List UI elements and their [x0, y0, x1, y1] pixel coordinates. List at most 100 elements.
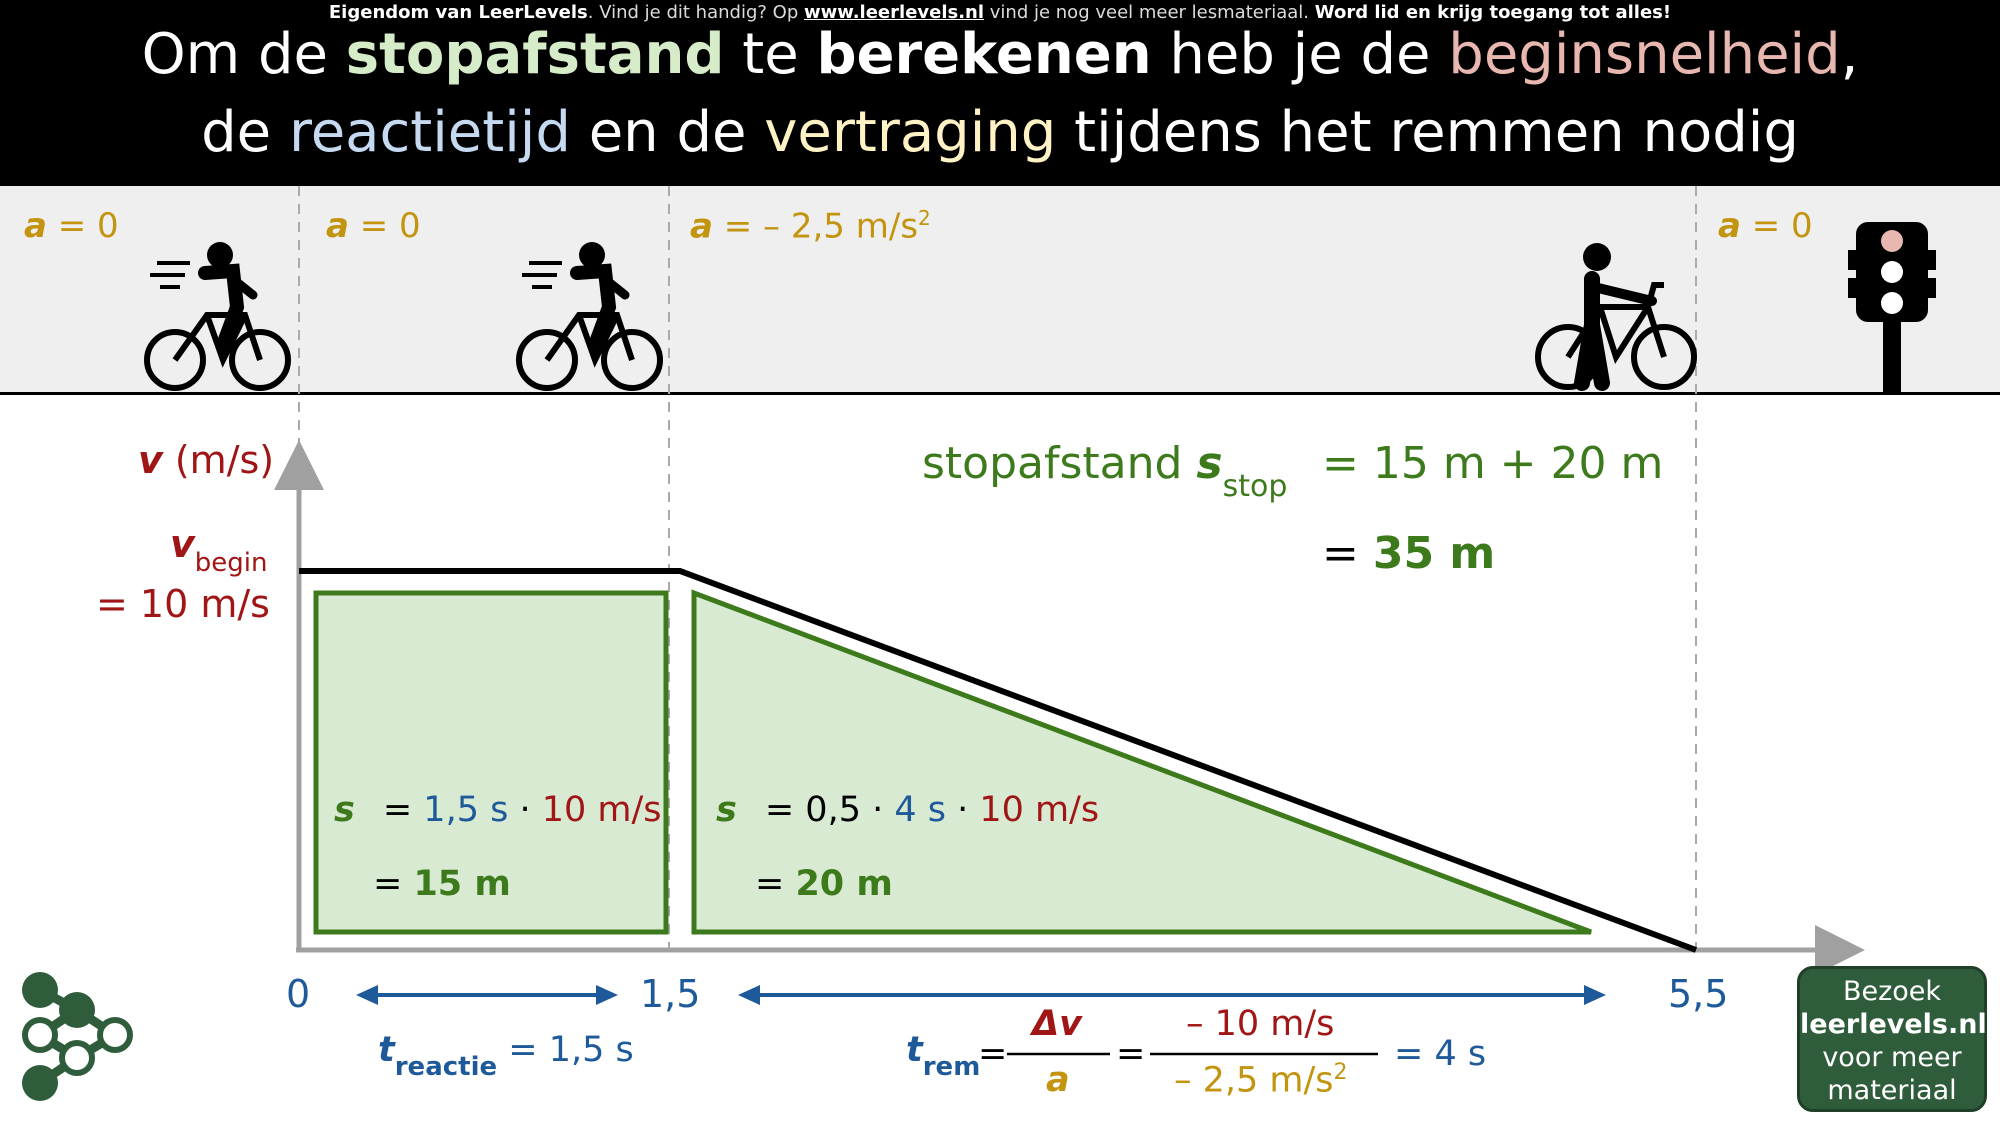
- y-axis-symbol: v: [138, 438, 163, 482]
- braking-time-label: trem: [906, 1030, 980, 1082]
- cyclist-moving-icon: [144, 242, 291, 391]
- t-reactie-value: = 1,5 s: [497, 1030, 634, 1070]
- visit-line-1: Bezoek: [1842, 976, 1942, 1007]
- rect-dot: ·: [508, 790, 542, 830]
- title-part: Om de: [141, 22, 346, 87]
- acc-value: = 0: [46, 206, 119, 246]
- rect-velocity: 10 m/s: [541, 790, 662, 830]
- braking-distance-formula: s = 0,5 · 4 s · 10 m/s: [716, 790, 1099, 830]
- cyclist-stopped-icon: [1535, 243, 1697, 391]
- note-cta: Word lid en krijg toegang tot alles!: [1314, 2, 1672, 23]
- title-part: en de: [570, 100, 765, 165]
- stop-label-text: stopafstand: [922, 438, 1197, 489]
- tri-time: 4 s: [894, 790, 946, 830]
- title-beginsnelheid: beginsnelheid: [1448, 22, 1841, 87]
- tri-result-value: 20 m: [795, 864, 893, 904]
- frac1-numerator: Δv: [1032, 1004, 1082, 1044]
- area-braking: [691, 589, 1592, 935]
- t-reactie-symbol: t: [378, 1030, 395, 1070]
- frac2-numerator: – 10 m/s: [1186, 1004, 1335, 1044]
- acceleration-label-1: a = 0: [24, 206, 119, 246]
- y-axis-label: v (m/s): [138, 438, 274, 482]
- y-axis-unit: (m/s): [162, 438, 275, 482]
- frac1-denominator: a: [1046, 1060, 1070, 1100]
- cyclist-moving-icon: [516, 242, 663, 391]
- acc-symbol: a: [24, 206, 47, 246]
- title-part: de: [201, 100, 289, 165]
- braking-time-result: = 4 s: [1394, 1034, 1487, 1074]
- title-line-2: de reactietijd en de vertraging tijdens …: [0, 100, 2000, 165]
- rect-s-symbol: s: [334, 790, 355, 830]
- tri-dot: ·: [945, 790, 980, 830]
- v-begin-label: vbegin: [170, 522, 268, 578]
- tri-eq-prefix: = 0,5 ·: [764, 790, 895, 830]
- title-berekenen: berekenen: [816, 22, 1152, 87]
- acc-value: = 0: [1740, 206, 1813, 246]
- tri-s-symbol: s: [716, 790, 737, 830]
- tri-result-eq: =: [755, 864, 796, 904]
- v-begin-subscript: begin: [194, 548, 268, 578]
- title-part: ,: [1840, 22, 1859, 87]
- title-line-1: Om de stopafstand te berekenen heb je de…: [0, 22, 2000, 87]
- acceleration-label-2: a = 0: [326, 206, 421, 246]
- reaction-time-label: treactie = 1,5 s: [378, 1030, 634, 1082]
- scene-strip: [0, 186, 2000, 395]
- x-tick-0: 0: [286, 972, 311, 1016]
- rect-result-eq: =: [373, 864, 414, 904]
- x-tick-5-5: 5,5: [1668, 972, 1729, 1016]
- stop-result-value: 35 m: [1372, 528, 1496, 579]
- acc-exponent: 2: [918, 206, 931, 230]
- header-banner: Eigendom van LeerLevels. Vind je dit han…: [0, 0, 2000, 186]
- title-part: heb je de: [1151, 22, 1449, 87]
- title-part: tijdens het remmen nodig: [1056, 100, 1799, 165]
- eq-sign-1: =: [978, 1034, 1008, 1074]
- visit-line-4: materiaal: [1827, 1075, 1957, 1106]
- site-link[interactable]: www.leerlevels.nl: [803, 2, 985, 23]
- stopping-distance-sum: = 15 m + 20 m: [1322, 438, 1664, 489]
- acc-value: = 0: [348, 206, 421, 246]
- stop-eq-sign: =: [1322, 528, 1373, 579]
- tri-velocity: 10 m/s: [979, 790, 1100, 830]
- frac2-denominator: – 2,5 m/s2: [1174, 1060, 1348, 1101]
- acc-value: = – 2,5 m/s: [712, 206, 919, 247]
- x-tick-1-5: 1,5: [640, 972, 701, 1016]
- acc-symbol: a: [326, 206, 349, 246]
- brand-name: Eigendom van LeerLevels: [328, 2, 588, 23]
- stopping-distance-result: = 35 m: [1322, 528, 1495, 579]
- visit-line-2: leerlevels.nl: [1800, 1009, 1987, 1040]
- t-rem-symbol: t: [906, 1030, 923, 1070]
- reaction-distance-formula: s = 1,5 s · 10 m/s: [334, 790, 662, 830]
- acceleration-label-4: a = 0: [1718, 206, 1813, 246]
- frac2-den-text: – 2,5 m/s: [1174, 1060, 1334, 1101]
- visit-leerlevels-button[interactable]: Bezoek leerlevels.nl voor meer materiaal: [1797, 966, 1987, 1112]
- leerlevels-logo-icon: [22, 972, 133, 1101]
- reaction-distance-result: = 15 m: [373, 864, 511, 904]
- title-part: te: [724, 22, 817, 87]
- velocity-line: [299, 568, 1698, 953]
- rect-eq-sign: =: [382, 790, 424, 830]
- note-text: . Vind je dit handig? Op: [587, 2, 804, 23]
- braking-time-arrow: [738, 985, 1606, 1005]
- v-begin-symbol: v: [170, 522, 195, 566]
- braking-distance-result: = 20 m: [755, 864, 893, 904]
- note-text-2: vind je nog veel meer lesmateriaal.: [984, 2, 1315, 23]
- title-reactietijd: reactietijd: [288, 100, 571, 165]
- traffic-light-icon: [1848, 222, 1936, 392]
- reaction-time-arrow: [356, 985, 618, 1005]
- acc-symbol: a: [1718, 206, 1741, 246]
- visit-line-3: voor meer: [1822, 1042, 1962, 1073]
- v-begin-value: = 10 m/s: [96, 582, 270, 626]
- t-reactie-subscript: reactie: [394, 1052, 498, 1082]
- eq-sign-2: =: [1116, 1034, 1146, 1074]
- acc-symbol: a: [690, 206, 713, 247]
- t-rem-subscript: rem: [922, 1052, 981, 1082]
- rect-time: 1,5 s: [423, 790, 509, 830]
- stopping-distance-label: stopafstand sstop: [922, 438, 1287, 504]
- stop-subscript: stop: [1222, 469, 1288, 504]
- title-vertraging: vertraging: [764, 100, 1057, 165]
- acceleration-label-3: a = – 2,5 m/s2: [690, 206, 931, 246]
- title-stopafstand: stopafstand: [345, 22, 725, 87]
- ownership-note: Eigendom van LeerLevels. Vind je dit han…: [0, 2, 2000, 23]
- area-reaction: [313, 590, 669, 935]
